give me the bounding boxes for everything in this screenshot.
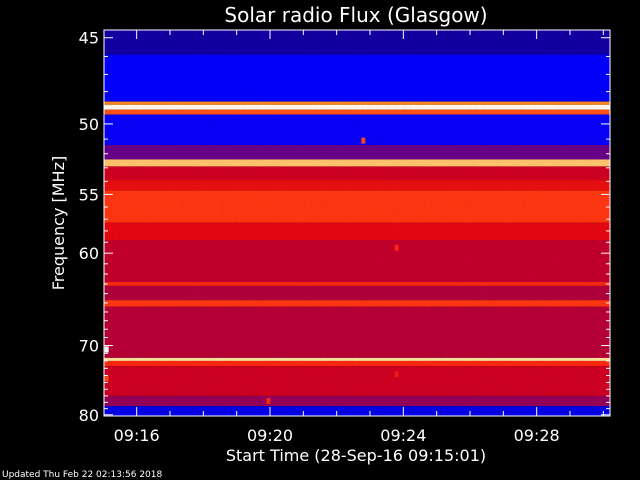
- x-axis: 09:16 09:20 09:24 09:28: [114, 30, 604, 445]
- chart-title: Solar radio Flux (Glasgow): [224, 3, 487, 27]
- y-axis: 45 50 55 60 70 80: [79, 29, 610, 425]
- x-tick-label: 09:16: [114, 426, 160, 445]
- updated-timestamp: Updated Thu Feb 22 02:13:56 2018: [2, 470, 163, 480]
- y-tick-label: 50: [79, 115, 99, 134]
- y-axis-label: Frequency [MHz]: [49, 156, 68, 290]
- x-tick-label: 09:20: [247, 426, 293, 445]
- x-axis-label: Start Time (28-Sep-16 09:15:01): [226, 446, 486, 465]
- y-tick-label: 55: [79, 185, 99, 204]
- noise-texture: [104, 30, 610, 416]
- plot-frame: [103, 29, 611, 417]
- y-tick-label: 45: [79, 29, 99, 48]
- y-tick-label: 80: [79, 406, 99, 425]
- y-tick-label: 70: [79, 337, 99, 356]
- x-tick-label: 09:28: [514, 426, 560, 445]
- y-tick-label: 60: [79, 244, 99, 263]
- plot-area: [103, 29, 611, 417]
- x-tick-label: 09:24: [380, 426, 426, 445]
